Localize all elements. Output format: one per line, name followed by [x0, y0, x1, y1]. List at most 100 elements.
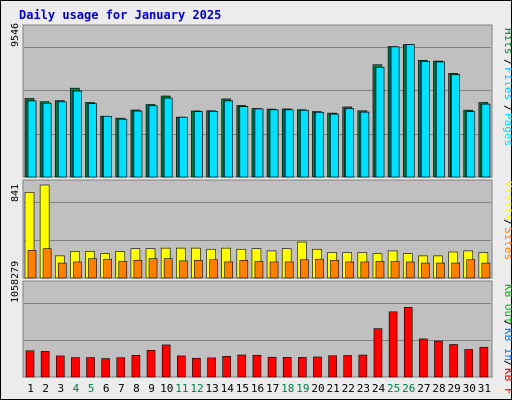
kbytes-bar	[464, 349, 474, 378]
x-tick-label: 15	[236, 382, 249, 395]
x-tick-label: 17	[266, 382, 279, 395]
sites-bar	[118, 261, 128, 279]
sites-bar	[209, 259, 218, 279]
legend-visits: Visits	[502, 181, 512, 221]
sites-bar	[27, 250, 37, 279]
sites-bar	[103, 258, 112, 279]
legend-sites: Sites	[502, 227, 512, 260]
pages-bar	[405, 44, 415, 178]
x-tick-label: 13	[205, 382, 218, 395]
sites-bar	[73, 261, 82, 279]
pages-bar	[481, 103, 491, 178]
kbytes-bar	[176, 355, 186, 378]
legend-pages: Pages	[502, 113, 512, 146]
pages-bar	[42, 102, 52, 178]
pages-bar	[224, 100, 233, 178]
sites-bar	[269, 261, 279, 279]
pages-bar	[88, 103, 97, 178]
x-tick-label: 1	[27, 382, 34, 395]
kbytes-bar	[55, 355, 65, 378]
x-tick-label: 23	[357, 382, 370, 395]
x-tick-label: 21	[327, 382, 340, 395]
panel-1-ymax-label: 9546	[10, 23, 21, 47]
x-tick-label: 25	[387, 382, 400, 395]
x-tick-label: 22	[342, 382, 355, 395]
pages-bar	[254, 108, 264, 178]
sites-bar	[330, 260, 339, 279]
sites-bar	[466, 259, 476, 279]
x-tick-label: 28	[432, 382, 445, 395]
kbytes-bar	[86, 357, 95, 378]
kbytes-bar	[298, 357, 307, 378]
kbytes-bar	[388, 311, 398, 378]
x-tick-label: 3	[58, 382, 65, 395]
panel-3-ymax-label: 1058279	[10, 261, 21, 303]
sites-bar	[178, 260, 188, 279]
pages-bar	[27, 100, 37, 178]
x-tick-label: 10	[160, 382, 173, 395]
kbytes-bar	[403, 307, 413, 378]
x-tick-label: 24	[372, 382, 386, 395]
x-tick-label: 5	[88, 382, 95, 395]
x-tick-label: 26	[402, 382, 415, 395]
sites-bar	[133, 260, 143, 279]
sites-bar	[390, 261, 400, 279]
x-tick-label: 31	[478, 382, 491, 395]
pages-bar	[300, 110, 309, 178]
pages-bar	[284, 109, 294, 178]
kbytes-bar	[419, 338, 428, 378]
pages-bar	[436, 61, 445, 178]
x-tick-label: 18	[281, 382, 294, 395]
x-tick-label: 9	[148, 382, 155, 395]
kbytes-bar	[116, 357, 126, 378]
pages-bar	[209, 111, 218, 178]
sites-bar	[57, 262, 67, 279]
pages-bar	[360, 111, 370, 178]
pages-bar	[178, 116, 188, 178]
legend-separator: /	[502, 219, 512, 226]
legend-hits: Hits	[502, 28, 512, 55]
x-tick-label: 20	[311, 382, 324, 395]
pages-bar	[118, 118, 128, 178]
kbytes-bar	[434, 340, 443, 378]
kbytes-bar	[237, 354, 247, 378]
pages-bar	[239, 106, 249, 178]
kbytes-bar	[449, 344, 458, 378]
kbytes-bar	[161, 344, 171, 378]
pages-bar	[148, 105, 158, 178]
kbytes-bar	[192, 357, 201, 378]
sites-bar	[284, 261, 294, 279]
sites-bar	[360, 261, 370, 279]
kbytes-bar	[101, 358, 110, 378]
kbytes-bar	[282, 357, 292, 378]
kbytes-bar	[252, 354, 262, 378]
panel-2-ymax-label: 841	[10, 184, 21, 202]
kbytes-bar	[207, 357, 216, 378]
sites-bar	[315, 258, 324, 279]
kbytes-bar	[25, 350, 35, 378]
kbytes-bar	[131, 355, 141, 378]
x-tick-label: 6	[103, 382, 110, 395]
pages-bar	[421, 61, 430, 178]
pages-bar	[269, 109, 279, 178]
sites-bar	[194, 260, 203, 279]
kbytes-bar	[328, 355, 337, 378]
pages-bar	[57, 101, 67, 178]
legend-separator: /	[502, 360, 512, 367]
pages-bar	[390, 46, 400, 178]
sites-bar	[405, 261, 415, 279]
sites-bar	[375, 261, 385, 279]
chart-title: Daily usage for January 2025	[19, 8, 222, 22]
x-tick-label: 11	[175, 382, 188, 395]
kbytes-bar	[313, 356, 322, 378]
kbytes-bar	[71, 357, 80, 378]
pages-bar	[163, 97, 173, 178]
pages-bar	[73, 90, 82, 178]
kbytes-bar	[222, 356, 231, 378]
legend-separator: /	[502, 59, 512, 66]
kbytes-bar	[40, 351, 50, 378]
x-tick-label: 14	[221, 382, 235, 395]
kbytes-bar	[479, 346, 489, 378]
legend-separator: /	[502, 105, 512, 112]
